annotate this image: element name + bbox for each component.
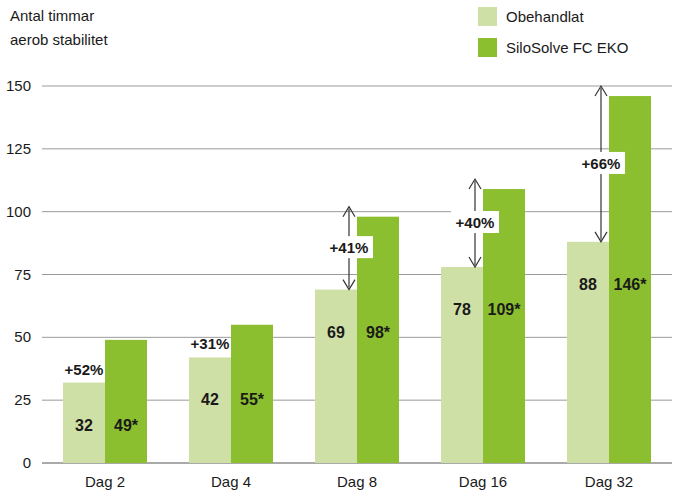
x-tick-label: Dag 8 xyxy=(337,473,377,490)
data-label: 32 xyxy=(75,417,93,434)
x-tick-label: Dag 4 xyxy=(211,473,251,490)
annotation-bg xyxy=(577,152,625,174)
bar xyxy=(63,383,105,463)
bar xyxy=(441,267,483,463)
annotation: +66% xyxy=(577,86,625,242)
x-tick-label: Dag 32 xyxy=(585,473,633,490)
grid-line xyxy=(42,211,672,212)
data-label: 49* xyxy=(114,417,139,434)
y-tick-label: 75 xyxy=(14,266,31,283)
data-label: 55* xyxy=(240,391,265,408)
annotation: +52% xyxy=(65,361,104,378)
data-label: 88 xyxy=(579,276,597,293)
arrow-head xyxy=(595,232,607,242)
legend-swatch xyxy=(478,7,497,26)
y-tick-label: 25 xyxy=(14,391,31,408)
grid-line xyxy=(42,148,672,149)
annotation-text: +66% xyxy=(582,155,621,172)
annotation: +41% xyxy=(325,207,373,290)
y-axis-label: Antal timmar xyxy=(10,7,94,24)
legend: Obehandlat SiloSolve FC EKO xyxy=(478,7,629,57)
bar xyxy=(315,290,357,463)
data-label: 146* xyxy=(614,276,648,293)
data-label: 98* xyxy=(366,324,391,341)
annotation-bg xyxy=(451,211,499,233)
y-tick-label: 125 xyxy=(6,140,31,157)
bar xyxy=(105,340,147,463)
arrow-head xyxy=(343,280,355,290)
x-tick-label: Dag 2 xyxy=(85,473,125,490)
arrow-head xyxy=(469,257,481,267)
y-tick-label: 100 xyxy=(6,203,31,220)
data-label: 42 xyxy=(201,391,219,408)
annotation-bg xyxy=(325,236,373,258)
annotation: +31% xyxy=(191,335,230,352)
bars xyxy=(63,96,651,463)
y-axis-label: aerob stabilitet xyxy=(10,31,108,48)
grid-line xyxy=(42,86,672,87)
chart-svg: 0 25 50 75 100 125 150 Antal timmar aerob stabil… xyxy=(0,0,700,496)
legend-label: SiloSolve FC EKO xyxy=(506,39,629,56)
labels: 32 49* 42 55* 69 98* 78 109* 88 146* xyxy=(75,276,647,434)
arrow-head xyxy=(469,179,481,189)
y-tick-label: 50 xyxy=(14,328,31,345)
annotation: +40% xyxy=(451,179,499,267)
annotation-text: +40% xyxy=(456,214,495,231)
y-tick-label: 150 xyxy=(6,77,31,94)
legend-swatch xyxy=(478,38,497,57)
grid xyxy=(42,86,672,463)
annotation-text: +52% xyxy=(65,361,104,378)
data-label: 78 xyxy=(453,301,471,318)
bar xyxy=(609,96,651,463)
arrow-head xyxy=(595,86,607,96)
data-label: 109* xyxy=(488,301,522,318)
data-label: 69 xyxy=(327,324,345,341)
arrow-head xyxy=(343,207,355,217)
annotation-text: +41% xyxy=(330,239,369,256)
bar xyxy=(231,325,273,463)
x-tick-label: Dag 16 xyxy=(459,473,507,490)
bar xyxy=(567,242,609,463)
y-tick-label: 0 xyxy=(23,454,31,471)
legend-label: Obehandlat xyxy=(506,8,584,25)
bar xyxy=(189,357,231,463)
chart-container: 0 25 50 75 100 125 150 Antal timmar aerob stabil… xyxy=(0,0,700,496)
annotation-text: +31% xyxy=(191,335,230,352)
